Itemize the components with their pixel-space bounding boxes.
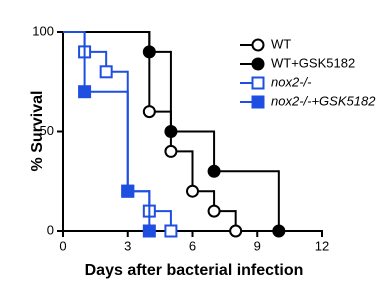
legend-label: WT [271,36,291,51]
x-axis-label: Days after bacterial infection [85,262,304,279]
legend-marker [251,57,265,71]
legend-label: nox2-/-+GSK5182 [271,93,376,108]
x-tick-label: 9 [254,238,261,253]
survival-marker [99,65,113,79]
x-tick-label: 3 [124,238,131,253]
survival-marker [186,184,199,198]
legend-marker [251,38,265,52]
y-tick-label: 100 [32,23,54,38]
legend-label: WT+GSK5182 [271,55,355,70]
x-tick-label: 6 [189,238,196,253]
survival-marker [207,164,221,178]
survival-marker [229,224,243,238]
survival-marker [272,224,286,238]
y-axis-label: % Survival [29,91,46,172]
survival-marker [121,184,135,198]
survival-marker [142,45,156,59]
x-tick-label: 12 [315,238,329,253]
x-tick-label: 0 [59,238,66,253]
survival-marker [142,105,156,119]
y-tick-label: 0 [47,222,54,237]
survival-marker [164,144,178,158]
legend-label: nox2-/- [271,74,312,89]
y-tick-label: 50 [40,123,54,138]
legend-marker [251,95,265,109]
survival-marker [164,224,178,238]
survival-marker [164,125,178,138]
legend-marker [251,76,265,90]
survival-marker [207,204,221,218]
survival-marker [78,85,92,99]
survival-marker [142,224,156,238]
